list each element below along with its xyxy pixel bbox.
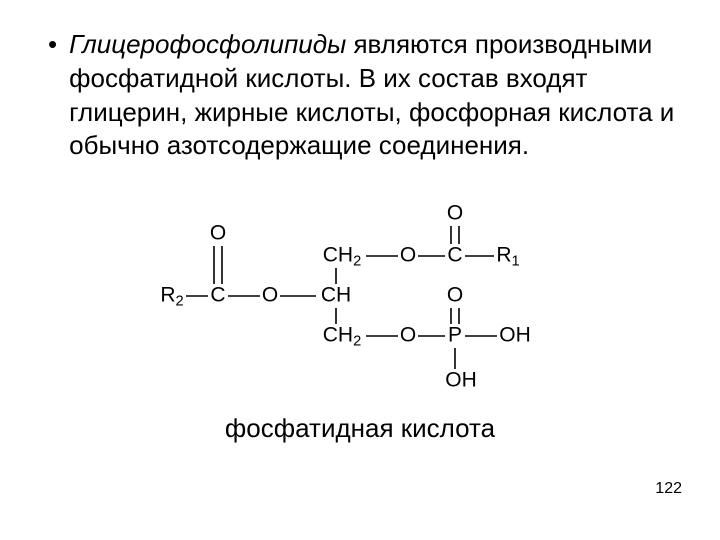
svg-text:O: O: [262, 284, 278, 307]
svg-text:C: C: [210, 284, 225, 307]
svg-text:R2: R2: [160, 284, 183, 310]
bullet-list-item: • Глицерофосфолипиды являются производны…: [40, 28, 680, 163]
svg-text:O: O: [447, 284, 463, 307]
page-number: 122: [655, 480, 682, 498]
diagram-caption: фосфатидная кислота: [40, 413, 680, 444]
svg-text:OH: OH: [499, 324, 531, 347]
svg-text:C: C: [447, 244, 462, 267]
bullet-marker: •: [48, 28, 57, 62]
italic-term: Глицерофосфолипиды: [69, 29, 346, 59]
main-paragraph: Глицерофосфолипиды являются производными…: [69, 28, 680, 163]
svg-text:O: O: [400, 244, 416, 267]
svg-text:CH2: CH2: [323, 244, 362, 270]
svg-text:OH: OH: [445, 369, 477, 391]
svg-text:CH2: CH2: [323, 324, 362, 350]
chemical-structure-diagram: R2COOCHCH2CH2OCOR1OPOOHOH: [40, 191, 680, 391]
svg-text:O: O: [210, 222, 226, 245]
svg-text:P: P: [448, 324, 462, 347]
svg-text:CH: CH: [321, 284, 351, 307]
chemical-svg: R2COOCHCH2CH2OCOR1OPOOHOH: [150, 191, 570, 391]
svg-text:O: O: [447, 202, 463, 225]
svg-text:O: O: [400, 324, 416, 347]
svg-text:R1: R1: [496, 244, 519, 270]
